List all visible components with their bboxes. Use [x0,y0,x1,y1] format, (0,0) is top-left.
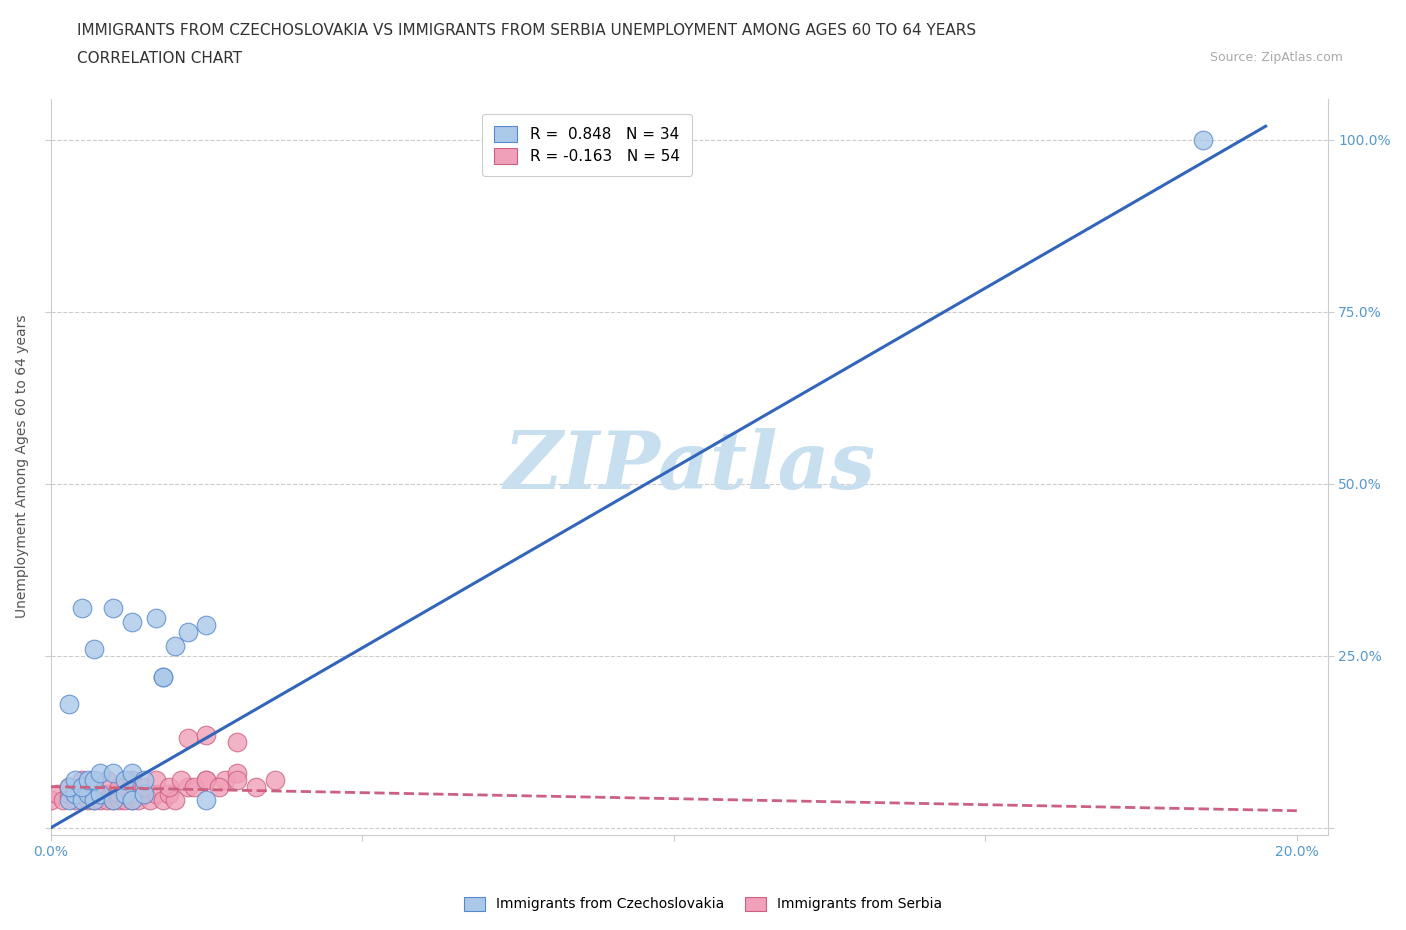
Point [195,618,218,632]
Point [83,772,105,787]
Point [121,793,143,808]
Point [96,793,118,808]
Point [45,786,67,801]
Point [195,772,218,787]
Point [101,601,124,616]
Point [195,772,218,787]
Point [83,786,105,801]
Point [226,772,249,787]
Point [101,793,124,808]
Text: IMMIGRANTS FROM CZECHOSLOVAKIA VS IMMIGRANTS FROM SERBIA UNEMPLOYMENT AMONG AGES: IMMIGRANTS FROM CZECHOSLOVAKIA VS IMMIGR… [77,23,976,38]
Point [70,779,93,794]
Point [214,772,236,787]
Point [89,786,111,801]
Point [65,786,87,801]
Point [157,786,180,801]
Point [176,779,198,794]
Point [245,779,267,794]
Y-axis label: Unemployment Among Ages 60 to 64 years: Unemployment Among Ages 60 to 64 years [15,315,30,618]
Point [226,735,249,750]
Point [77,786,100,801]
Point [77,772,100,787]
Point [132,786,155,801]
Point [114,793,136,808]
Point [132,772,155,787]
Point [96,772,118,787]
Point [157,779,180,794]
Point [152,669,174,684]
Point [108,779,131,794]
Point [58,793,80,808]
Text: Source: ZipAtlas.com: Source: ZipAtlas.com [1209,51,1343,64]
Point [195,793,218,808]
Point [70,779,93,794]
Point [176,624,198,639]
Point [176,731,198,746]
Point [70,772,93,787]
Point [132,786,155,801]
Point [1192,133,1215,148]
Point [89,793,111,808]
Legend: R =  0.848   N = 34, R = -0.163   N = 54: R = 0.848 N = 34, R = -0.163 N = 54 [482,113,692,176]
Legend: Immigrants from Czechoslovakia, Immigrants from Serbia: Immigrants from Czechoslovakia, Immigran… [457,890,949,919]
Text: CORRELATION CHART: CORRELATION CHART [77,51,242,66]
Point [58,779,80,794]
Point [101,786,124,801]
Point [89,786,111,801]
Point [139,793,162,808]
Point [127,793,149,808]
Point [195,727,218,742]
Point [65,772,87,787]
Point [70,793,93,808]
Point [77,786,100,801]
Point [488,133,510,148]
Point [65,793,87,808]
Point [170,772,193,787]
Point [58,779,80,794]
Point [183,779,205,794]
Point [58,697,80,711]
Point [263,772,285,787]
Point [145,786,167,801]
Point [114,786,136,801]
Point [114,786,136,801]
Point [121,772,143,787]
Point [114,772,136,787]
Point [101,793,124,808]
Point [96,786,118,801]
Point [70,786,93,801]
Point [83,779,105,794]
Text: ZIPatlas: ZIPatlas [503,428,876,506]
Point [121,765,143,780]
Point [226,765,249,780]
Point [83,793,105,808]
Point [58,786,80,801]
Point [121,786,143,801]
Point [152,793,174,808]
Point [121,614,143,629]
Point [132,779,155,794]
Point [121,793,143,808]
Point [89,765,111,780]
Point [101,765,124,780]
Point [70,601,93,616]
Point [145,611,167,626]
Point [83,642,105,657]
Point [83,793,105,808]
Point [165,793,187,808]
Point [208,779,231,794]
Point [108,793,131,808]
Point [108,786,131,801]
Point [152,669,174,684]
Point [52,793,75,808]
Point [165,638,187,653]
Point [39,793,62,808]
Point [145,772,167,787]
Point [77,793,100,808]
